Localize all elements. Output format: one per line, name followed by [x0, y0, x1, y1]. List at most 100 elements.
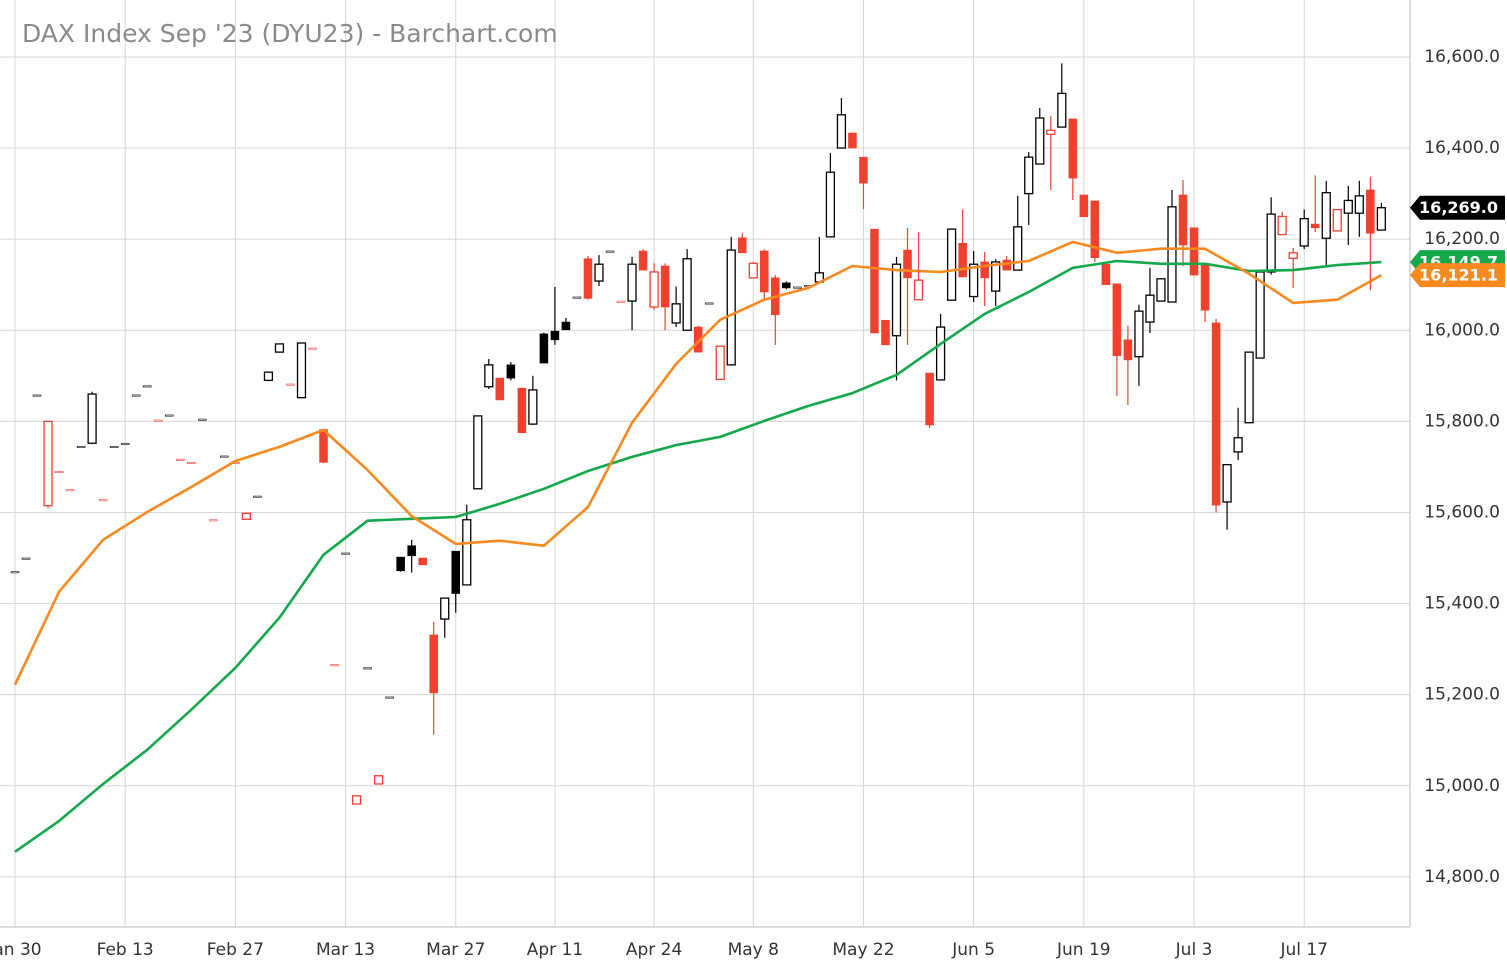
badge-shape	[1410, 263, 1505, 288]
candle-body	[550, 330, 560, 341]
candle-body	[859, 156, 868, 184]
candle-body	[209, 519, 218, 522]
price-badge: 16,269.0	[1410, 195, 1505, 220]
x-tick-label: Apr 11	[527, 940, 583, 960]
candle-body	[946, 228, 957, 301]
candle-body	[10, 571, 20, 574]
candle-body	[1222, 463, 1232, 503]
y-tick-label: 16,200.0	[1424, 229, 1500, 249]
candle-body	[627, 263, 637, 302]
x-tick-label: Jun 5	[951, 940, 995, 960]
candle-body	[836, 114, 847, 149]
candle-body	[43, 420, 53, 507]
ma-line	[13, 240, 1383, 686]
candle-body	[21, 557, 31, 560]
candle-body	[164, 414, 174, 417]
candle-body	[506, 364, 516, 379]
candle-body	[1112, 283, 1122, 357]
candle-body	[308, 347, 317, 350]
candle-body	[1013, 226, 1023, 271]
y-tick-label: 16,600.0	[1424, 47, 1500, 67]
candle-body	[528, 389, 538, 425]
candle-body	[1101, 263, 1111, 286]
candle-body	[561, 321, 571, 331]
x-tick-label: Feb 27	[207, 940, 264, 960]
candle-body	[263, 371, 274, 382]
candle-body	[848, 132, 857, 149]
candle-body	[572, 296, 582, 299]
x-tick-label: Apr 24	[626, 940, 682, 960]
candle-body	[969, 263, 979, 298]
candle-body	[1046, 129, 1056, 136]
candle-body	[660, 265, 670, 308]
y-tick-label: 15,200.0	[1424, 685, 1500, 705]
candle-body	[793, 286, 802, 289]
candle-body	[153, 419, 163, 422]
candle-body	[396, 556, 405, 572]
candle-body	[649, 271, 659, 308]
candle-body	[462, 519, 472, 586]
candle-body	[1332, 208, 1342, 232]
candle-body	[594, 263, 604, 282]
candle-body	[1178, 194, 1188, 246]
candle-body	[1310, 223, 1320, 229]
candle-body	[187, 462, 196, 464]
candle-body	[440, 597, 450, 620]
x-tick-label: Jul 17	[1279, 940, 1328, 960]
candle-body	[407, 545, 416, 557]
badge-label: 16,269.0	[1419, 198, 1498, 217]
candle-body	[1123, 339, 1133, 361]
y-tick-label: 16,400.0	[1424, 138, 1500, 158]
y-tick-label: 15,600.0	[1424, 502, 1500, 522]
y-tick-label: 16,000.0	[1424, 320, 1500, 340]
candle-body	[54, 471, 64, 473]
candle-body	[484, 364, 494, 388]
chart-title: DAX Index Sep '23 (DYU23) - Barchart.com	[22, 19, 558, 48]
candle-body	[373, 775, 384, 785]
candle-body	[903, 249, 912, 279]
candle-body	[1200, 263, 1210, 311]
candle-body	[1233, 437, 1243, 453]
candle-body	[451, 550, 461, 594]
candle-body	[1255, 271, 1265, 359]
candle-body	[198, 418, 207, 421]
candle-body	[1288, 252, 1298, 259]
candle-body	[1266, 213, 1276, 273]
price-badge: 16,121.1	[1410, 263, 1505, 288]
candle-body	[1024, 156, 1034, 195]
candle-body	[1343, 199, 1353, 214]
candle-body	[583, 258, 593, 299]
x-tick-label: Jun 19	[1056, 940, 1111, 960]
candle-body	[1035, 117, 1045, 165]
candle-body	[1090, 200, 1100, 259]
candle-body	[87, 393, 97, 444]
candle-body	[330, 664, 339, 667]
candle-body	[891, 263, 902, 337]
candle-body	[32, 394, 42, 397]
candle-body	[1156, 278, 1166, 302]
candle-body	[825, 171, 836, 238]
candle-body	[65, 489, 75, 492]
candle-body	[1376, 207, 1386, 231]
candle-body	[925, 372, 934, 426]
candle-body	[98, 499, 108, 502]
x-tick-label: Feb 13	[97, 940, 154, 960]
candle-body	[638, 250, 648, 271]
y-tick-label: 15,000.0	[1424, 776, 1500, 796]
candle-body	[737, 237, 747, 254]
candle-body	[616, 300, 626, 303]
candle-body	[385, 696, 394, 699]
candle-body	[274, 343, 285, 353]
candle-body	[296, 342, 307, 399]
candle-body	[605, 250, 615, 253]
candle-body	[351, 795, 362, 805]
candle-body	[682, 258, 692, 331]
candle-body	[142, 385, 152, 388]
candle-body	[1277, 215, 1287, 236]
candle-body	[253, 495, 262, 498]
x-tick-label: May 22	[832, 940, 894, 960]
ma-line	[14, 259, 1382, 853]
badge-shape	[1410, 195, 1505, 220]
candle-body	[870, 228, 879, 334]
candle-body	[286, 383, 295, 386]
